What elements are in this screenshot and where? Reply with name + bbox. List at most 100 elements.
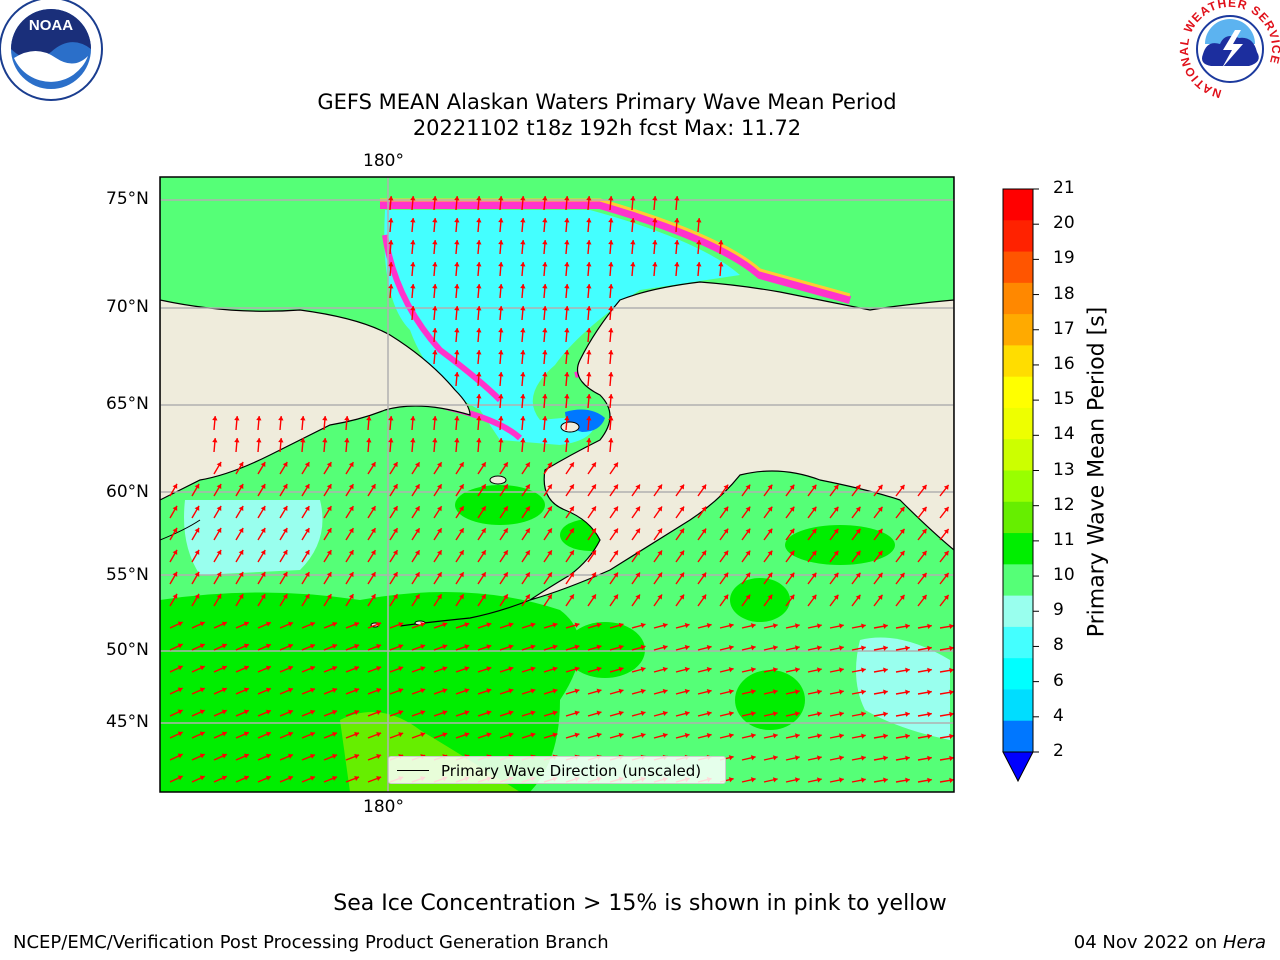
lat-label-55: 55°N (106, 565, 149, 585)
colorbar-band (1003, 501, 1033, 534)
wave-arrow-head (723, 506, 729, 512)
wave-arrow-head (172, 593, 178, 599)
wave-arrow-head (564, 372, 570, 377)
wave-arrow-head (398, 732, 404, 738)
wave-arrow-head (943, 506, 949, 512)
wave-arrow-head (498, 306, 504, 311)
wave-arrow-head (486, 622, 492, 628)
wave-arrow-head (287, 731, 293, 737)
wave-arrow-head (745, 594, 751, 600)
wave-arrow-head (772, 667, 778, 673)
wave-arrow-head (310, 643, 315, 649)
wave-arrow-head (883, 623, 888, 629)
wave-arrow-head (486, 644, 492, 650)
wave-arrow-head (905, 711, 910, 717)
wave-arrow-head (420, 622, 426, 628)
wave-arrow-head (789, 550, 795, 556)
wave-arrow-head (481, 572, 486, 578)
wave-arrow-head (199, 687, 205, 693)
wave-arrow-head (630, 262, 636, 267)
colorbar-band (1003, 439, 1033, 471)
wave-arrow-head (221, 621, 227, 627)
wave-arrow-head (696, 218, 702, 223)
colorbar-tick-label: 6 (1053, 670, 1064, 691)
wave-arrow-head (794, 689, 800, 695)
colorbar-band (1003, 345, 1033, 378)
wave-arrow-head (476, 372, 482, 377)
wave-arrow-head (476, 284, 482, 289)
wave-arrow-head (767, 550, 773, 556)
wave-arrow-head (921, 484, 927, 490)
wave-arrow-head (398, 644, 404, 650)
wave-arrow-head (476, 306, 482, 311)
wave-arrow-head (376, 644, 382, 650)
wave-arrow-head (586, 328, 592, 333)
colorbar-band (1003, 658, 1033, 690)
wave-arrow-head (498, 196, 504, 201)
wave-arrow-head (530, 732, 536, 738)
wave-arrow-head (520, 284, 526, 289)
wave-arrow-head (376, 666, 382, 672)
wave-arrow-head (476, 416, 482, 421)
wave-arrow-head (586, 284, 592, 289)
wave-arrow-head (410, 240, 416, 245)
wave-arrow-head (370, 594, 376, 600)
wave-arrow-head (613, 484, 618, 490)
wave-arrow-head (459, 506, 464, 512)
wave-arrow-head (432, 284, 438, 289)
wave-arrow-head (326, 572, 332, 578)
wave-arrow-head (718, 262, 724, 267)
wave-arrow-head (789, 484, 795, 490)
wave-arrow-head (410, 416, 416, 421)
wave-arrow-head (635, 572, 640, 578)
wave-arrow-head (310, 709, 315, 715)
wave-arrow-head (265, 621, 271, 627)
wave-arrow-head (508, 666, 514, 672)
wave-arrow-head (432, 306, 438, 311)
wave-arrow-head (392, 484, 398, 490)
wave-arrow-head (767, 572, 773, 578)
wave-arrow-head (674, 218, 680, 223)
wave-arrow-head (212, 416, 218, 421)
wave-arrow-head (564, 262, 570, 267)
wave-arrow-head (260, 461, 266, 467)
wave-arrow-head (414, 528, 420, 534)
wave-arrow-head (949, 623, 954, 630)
wave-arrow-head (772, 689, 778, 695)
legend-label: Primary Wave Direction (unscaled) (441, 762, 702, 780)
wave-arrow-head (481, 506, 486, 512)
wave-arrow-head (547, 572, 552, 578)
wave-arrow-head (684, 666, 690, 673)
colorbar-tick-label: 17 (1053, 318, 1075, 339)
wave-arrow-head (542, 394, 548, 399)
wave-arrow-head (899, 484, 905, 490)
wave-arrow-head (861, 777, 866, 783)
wave-arrow-head (833, 506, 839, 512)
wave-arrow-head (586, 196, 592, 201)
wave-arrow-head (883, 755, 888, 761)
wave-arrow-head (454, 306, 460, 311)
colorbar-tick-label: 10 (1053, 565, 1075, 586)
wave-arrow-head (635, 484, 640, 490)
wave-arrow-head (750, 689, 756, 695)
wave-arrow-head (861, 645, 866, 651)
wave-arrow-head (608, 306, 614, 311)
wave-arrow-head (199, 709, 205, 715)
wave-arrow-head (817, 711, 822, 717)
wave-arrow-head (410, 306, 416, 311)
wave-arrow-head (574, 622, 580, 628)
wave-arrow-head (442, 710, 448, 716)
wave-arrow-head (564, 306, 570, 311)
wave-arrow-head (767, 594, 773, 600)
wave-arrow-head (454, 284, 460, 289)
wave-arrow-head (899, 550, 905, 556)
wave-arrow-head (679, 506, 685, 512)
wave-arrow-head (459, 572, 464, 578)
wave-arrow-head (310, 665, 315, 671)
wave-arrow-head (216, 483, 222, 489)
colorbar-extend-triangle (1002, 751, 1034, 783)
wave-arrow-head (817, 755, 822, 761)
wave-arrow-head (905, 645, 910, 651)
wave-arrow-head (282, 594, 288, 600)
